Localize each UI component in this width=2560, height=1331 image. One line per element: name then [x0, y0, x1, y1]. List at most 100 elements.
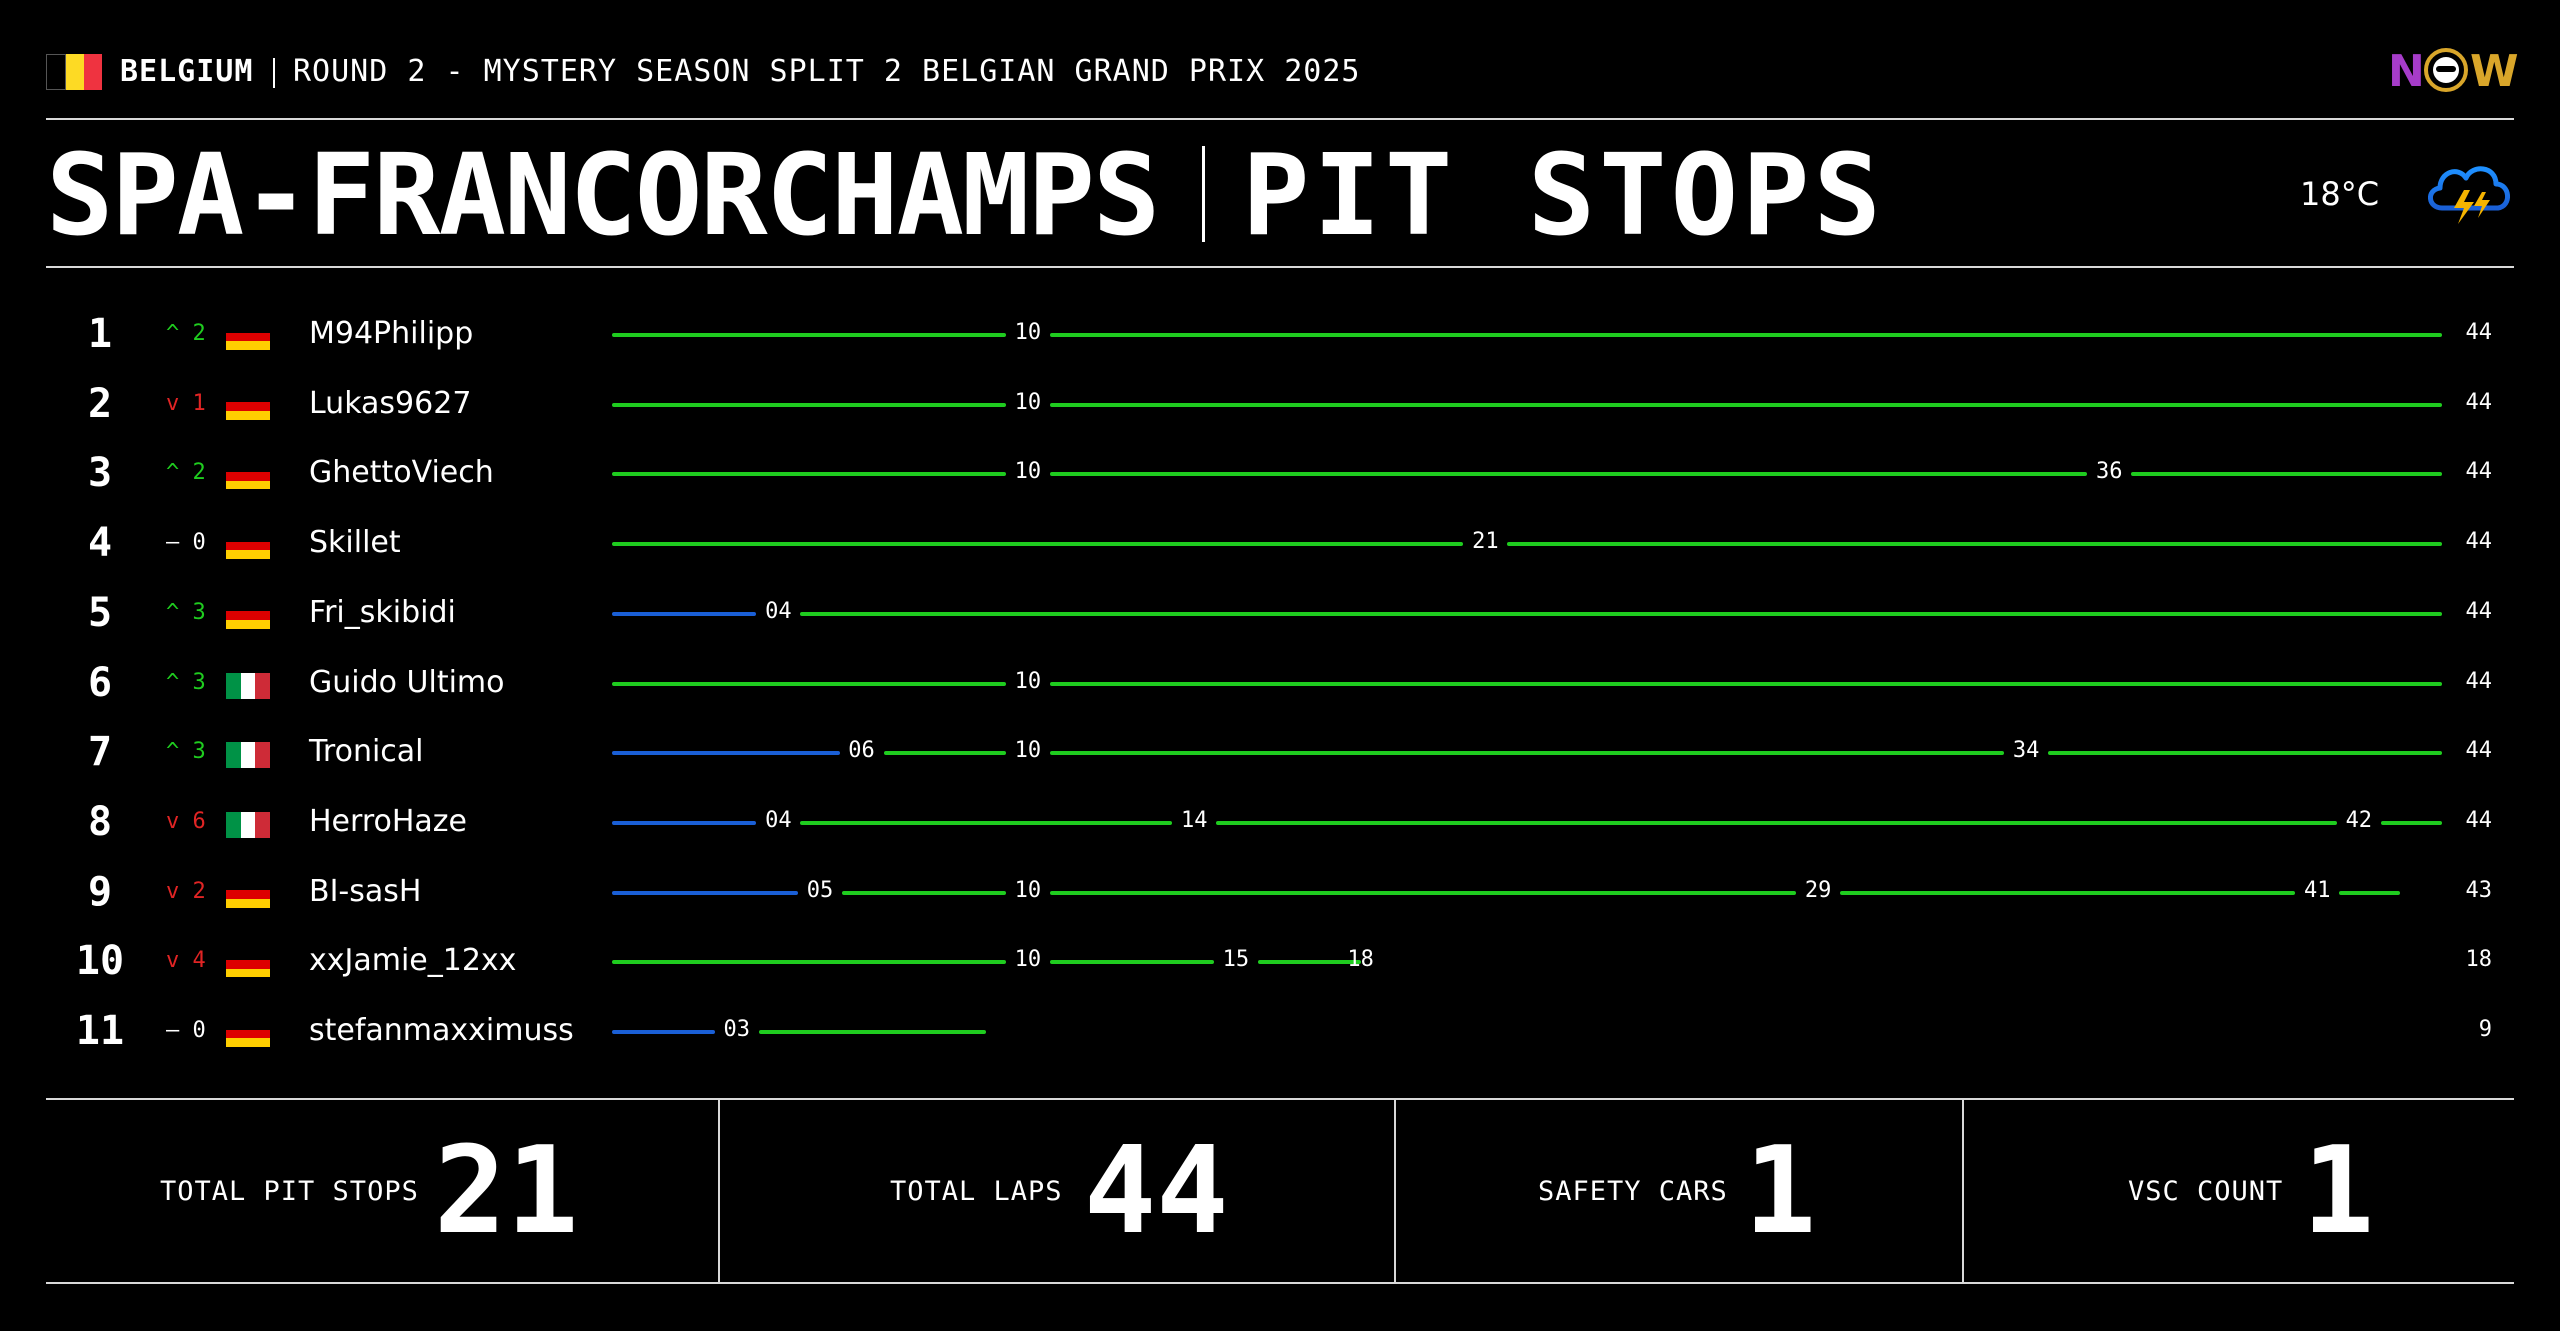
table-row: 8 v 6 HerroHaze 04 14 42 44: [0, 792, 2560, 852]
arrow-up-icon: ^: [166, 460, 193, 486]
pit-stop-lap: 10: [1014, 947, 1042, 973]
dash-icon: –: [166, 530, 193, 556]
position-change: v 4: [166, 949, 206, 973]
stint-bar: [612, 960, 1006, 965]
row-position: 6: [87, 659, 113, 706]
stint-bar: [1049, 472, 2088, 477]
stint-bar: [1049, 960, 1214, 965]
position-change: v 1: [166, 390, 206, 416]
stint-bar: [612, 402, 1006, 407]
stint-bar: [612, 472, 1006, 477]
position-change: v 6: [166, 808, 206, 834]
table-row: 2 v 1 Lukas9627 10 44: [0, 374, 2560, 434]
pit-stop-lap: 18: [1347, 947, 1374, 973]
thunderstorm-cloud-icon: [2428, 166, 2510, 224]
stats-divider: [718, 1100, 720, 1284]
germany-flag-icon: [226, 324, 270, 350]
row-position: 4: [87, 520, 113, 567]
row-position: 9: [87, 868, 113, 915]
position-change-value: 6: [192, 808, 206, 834]
stint-bar: [2380, 820, 2442, 825]
stint-bar: [800, 820, 1173, 825]
stint-bar: [841, 890, 1006, 895]
arrow-down-icon: v: [166, 948, 193, 974]
position-change: ^ 3: [166, 669, 206, 695]
position-change-value: 2: [192, 460, 206, 486]
header-divider: [273, 58, 275, 88]
belgium-flag-icon: [46, 54, 102, 90]
arrow-down-icon: v: [166, 808, 193, 834]
pit-stop-lap: 10: [1014, 668, 1042, 694]
pit-stop-lap: 29: [1804, 877, 1832, 903]
logo-letter-right: W: [2470, 46, 2519, 97]
driver-name: xxJamie_12xx: [309, 943, 517, 979]
pit-stop-lap: 15: [1222, 947, 1250, 973]
italy-flag-icon: [226, 811, 270, 838]
stint-bar: [758, 1030, 987, 1034]
stint-bar: [1049, 402, 2442, 407]
stint-bar: [2131, 472, 2442, 477]
stint-bar: [612, 611, 757, 616]
stats-divider: [1394, 1100, 1396, 1284]
position-change-value: 1: [192, 390, 206, 416]
pit-stop-lap: 03: [723, 1017, 751, 1042]
stint-bar: [1049, 890, 1797, 895]
pit-stop-lap: 10: [1014, 459, 1042, 485]
table-row: 4 – 0 Skillet 21 44: [0, 513, 2560, 573]
logo-ring-icon: [2424, 48, 2468, 92]
temperature: 18°C: [2300, 175, 2380, 213]
stint-bar: [612, 820, 757, 825]
position-change-value: 0: [192, 1018, 206, 1043]
germany-flag-icon: [226, 951, 270, 978]
arrow-down-icon: v: [166, 390, 193, 416]
pit-stop-lap: 05: [806, 877, 834, 903]
stat-label-vsc-count: VSC COUNT: [2128, 1176, 2284, 1207]
logo-letter-left: N: [2388, 46, 2425, 97]
pit-stop-lap: 06: [848, 738, 875, 764]
pit-stop-lap: 21: [1472, 529, 1499, 555]
stint-bar: [612, 333, 1006, 337]
table-row: 6 ^ 3 Guido Ultimo 10 44: [0, 653, 2560, 713]
laps-completed: 44: [2465, 320, 2493, 345]
position-change-value: 3: [192, 669, 206, 695]
track-name: SPA-FRANCORCHAMPS: [46, 131, 1160, 261]
germany-flag-icon: [226, 393, 270, 420]
laps-completed: 44: [2465, 529, 2493, 555]
stat-value-total-laps: 44: [1084, 1122, 1229, 1261]
position-change: ^ 3: [166, 599, 206, 625]
round-title: ROUND 2 - MYSTERY SEASON SPLIT 2 BELGIAN…: [293, 54, 1361, 89]
arrow-down-icon: v: [166, 878, 193, 904]
table-row: 3 ^ 2 GhettoViech 10 36 44: [0, 443, 2560, 503]
pit-stop-lap: 10: [1014, 389, 1042, 415]
stat-value-vsc-count: 1: [2302, 1122, 2375, 1261]
table-row: 1 ^ 2 M94Philipp 10 44: [0, 304, 2560, 364]
row-position: 5: [87, 589, 113, 636]
pit-stop-lap: 34: [2012, 738, 2040, 764]
laps-completed: 44: [2465, 389, 2493, 415]
stint-bar: [1049, 333, 2442, 337]
position-change: ^ 2: [166, 461, 206, 485]
logo-visor-icon: [2436, 66, 2456, 72]
header-rule: [46, 118, 2514, 120]
country-name: BELGIUM: [120, 54, 254, 89]
row-position: 7: [87, 729, 113, 776]
arrow-up-icon: ^: [166, 321, 193, 346]
row-position: 2: [87, 380, 113, 427]
stint-bar: [1216, 820, 2337, 825]
stats-divider: [1962, 1100, 1964, 1284]
stint-bar: [883, 751, 1006, 756]
stat-value-safety-cars: 1: [1744, 1122, 1817, 1261]
pit-stop-lap: 04: [765, 807, 792, 833]
title-divider: [1202, 146, 1205, 242]
arrow-up-icon: ^: [166, 669, 193, 695]
arrow-up-icon: ^: [166, 599, 193, 625]
position-change: – 0: [166, 531, 206, 555]
stats-bottom-rule: [46, 1282, 2514, 1284]
pit-stop-lap: 42: [2345, 807, 2373, 833]
position-change-value: 2: [192, 878, 206, 904]
germany-flag-icon: [226, 602, 270, 629]
stint-bar: [612, 1030, 715, 1034]
italy-flag-icon: [226, 672, 270, 699]
stint-bar: [612, 681, 1006, 686]
dash-icon: –: [166, 1018, 193, 1043]
